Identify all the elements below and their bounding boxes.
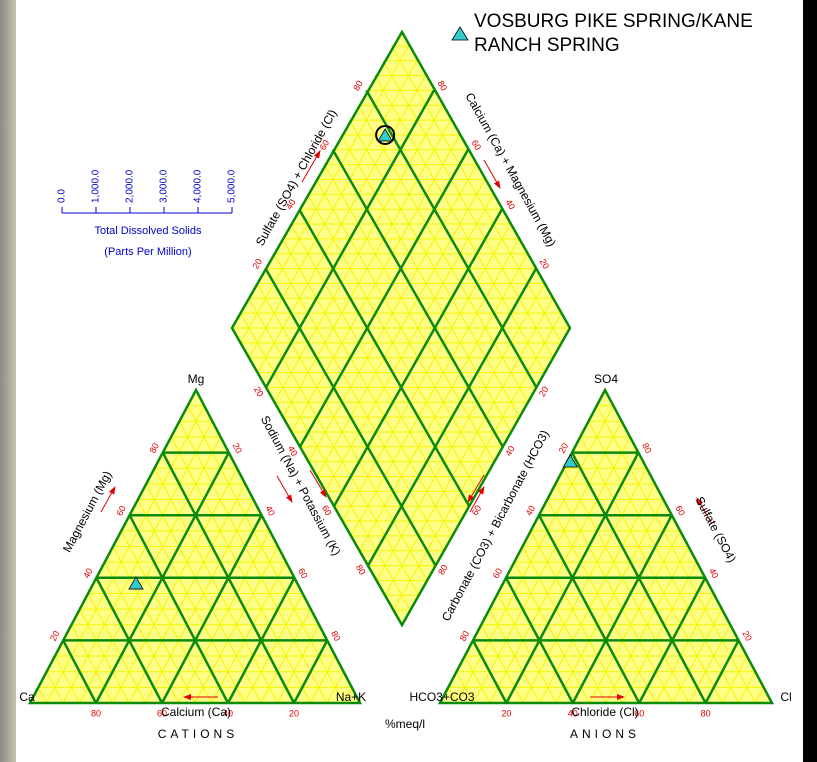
- vertex-label: HCO3+CO3: [409, 690, 474, 704]
- page: 20 40 60 80 20 40 60 80 20 40 60 80 20 40 60 80 20 40 60 80…: [0, 0, 817, 762]
- tick-label: 40: [707, 567, 721, 581]
- section-title: CATIONS: [158, 727, 238, 741]
- vertex-label: SO4: [594, 372, 618, 386]
- units-label: %meq/l: [385, 717, 425, 731]
- vertex-label: Ca: [19, 690, 35, 704]
- vertex-label: Cl: [780, 690, 791, 704]
- axis-title: Magnesium (Mg): [60, 469, 115, 555]
- tick-label: 80: [701, 708, 711, 718]
- side-strip: [0, 0, 16, 762]
- vertex-label: Na+K: [336, 690, 366, 704]
- scale-tick-label: 1,000.0: [91, 169, 102, 203]
- tick-label: 20: [501, 708, 511, 718]
- tick-label: 60: [470, 138, 484, 152]
- tick-label: 80: [354, 563, 368, 577]
- tick-label: 20: [48, 629, 62, 643]
- tick-label: 80: [458, 629, 472, 643]
- tick-label: 80: [148, 441, 162, 455]
- scale-tick-label: 0.0: [57, 189, 68, 203]
- tick-label: 20: [557, 441, 571, 455]
- tick-label: 80: [329, 629, 343, 643]
- tick-label: 60: [296, 567, 310, 581]
- right-border: [803, 0, 817, 762]
- scale-tick-label: 4,000.0: [193, 169, 204, 203]
- axis-title: Chloride (Cl): [571, 705, 638, 719]
- legend-marker: [452, 27, 468, 40]
- tick-label: 40: [263, 504, 277, 518]
- legend-label: VOSBURG PIKE SPRING/KANE RANCH SPRING: [474, 10, 804, 58]
- tick-label: 60: [470, 503, 484, 517]
- tick-label: 20: [537, 385, 551, 399]
- scale-tick-label: 5,000.0: [227, 169, 238, 203]
- scale-tick-label: 2,000.0: [125, 169, 136, 203]
- axis-title: Sulfate (SO4): [692, 494, 738, 565]
- tick-label: 40: [81, 567, 95, 581]
- tick-label: 80: [640, 441, 654, 455]
- tick-label: 80: [436, 563, 450, 577]
- scale-tick-label: 3,000.0: [159, 169, 170, 203]
- tick-label: 40: [504, 198, 518, 212]
- grids: [30, 32, 772, 703]
- tick-label: 20: [740, 629, 754, 643]
- tick-label: 20: [252, 385, 266, 399]
- tick-label: 80: [351, 79, 365, 93]
- tick-label: 60: [674, 504, 688, 518]
- axis-title: Calcium (Ca): [161, 705, 231, 719]
- vertex-label: Mg: [188, 372, 205, 386]
- tick-label: 60: [114, 504, 128, 518]
- tick-label: 80: [91, 708, 101, 718]
- tick-label: 40: [524, 504, 538, 518]
- chart: 20 40 60 80 20 40 60 80 20 40 60 80 20 40 60 80 20 40 60 80…: [0, 0, 817, 762]
- tick-label: 20: [250, 257, 264, 271]
- section-title: ANIONS: [570, 727, 640, 741]
- tick-label: 60: [491, 567, 505, 581]
- tick-label: 20: [231, 441, 245, 455]
- tick-label: 20: [289, 708, 299, 718]
- tick-label: 20: [538, 257, 552, 271]
- tick-label: 80: [436, 79, 450, 93]
- tick-label: 40: [503, 444, 517, 458]
- scale-title: Total Dissolved Solids: [95, 225, 202, 237]
- scale-subtitle: (Parts Per Million): [104, 246, 191, 258]
